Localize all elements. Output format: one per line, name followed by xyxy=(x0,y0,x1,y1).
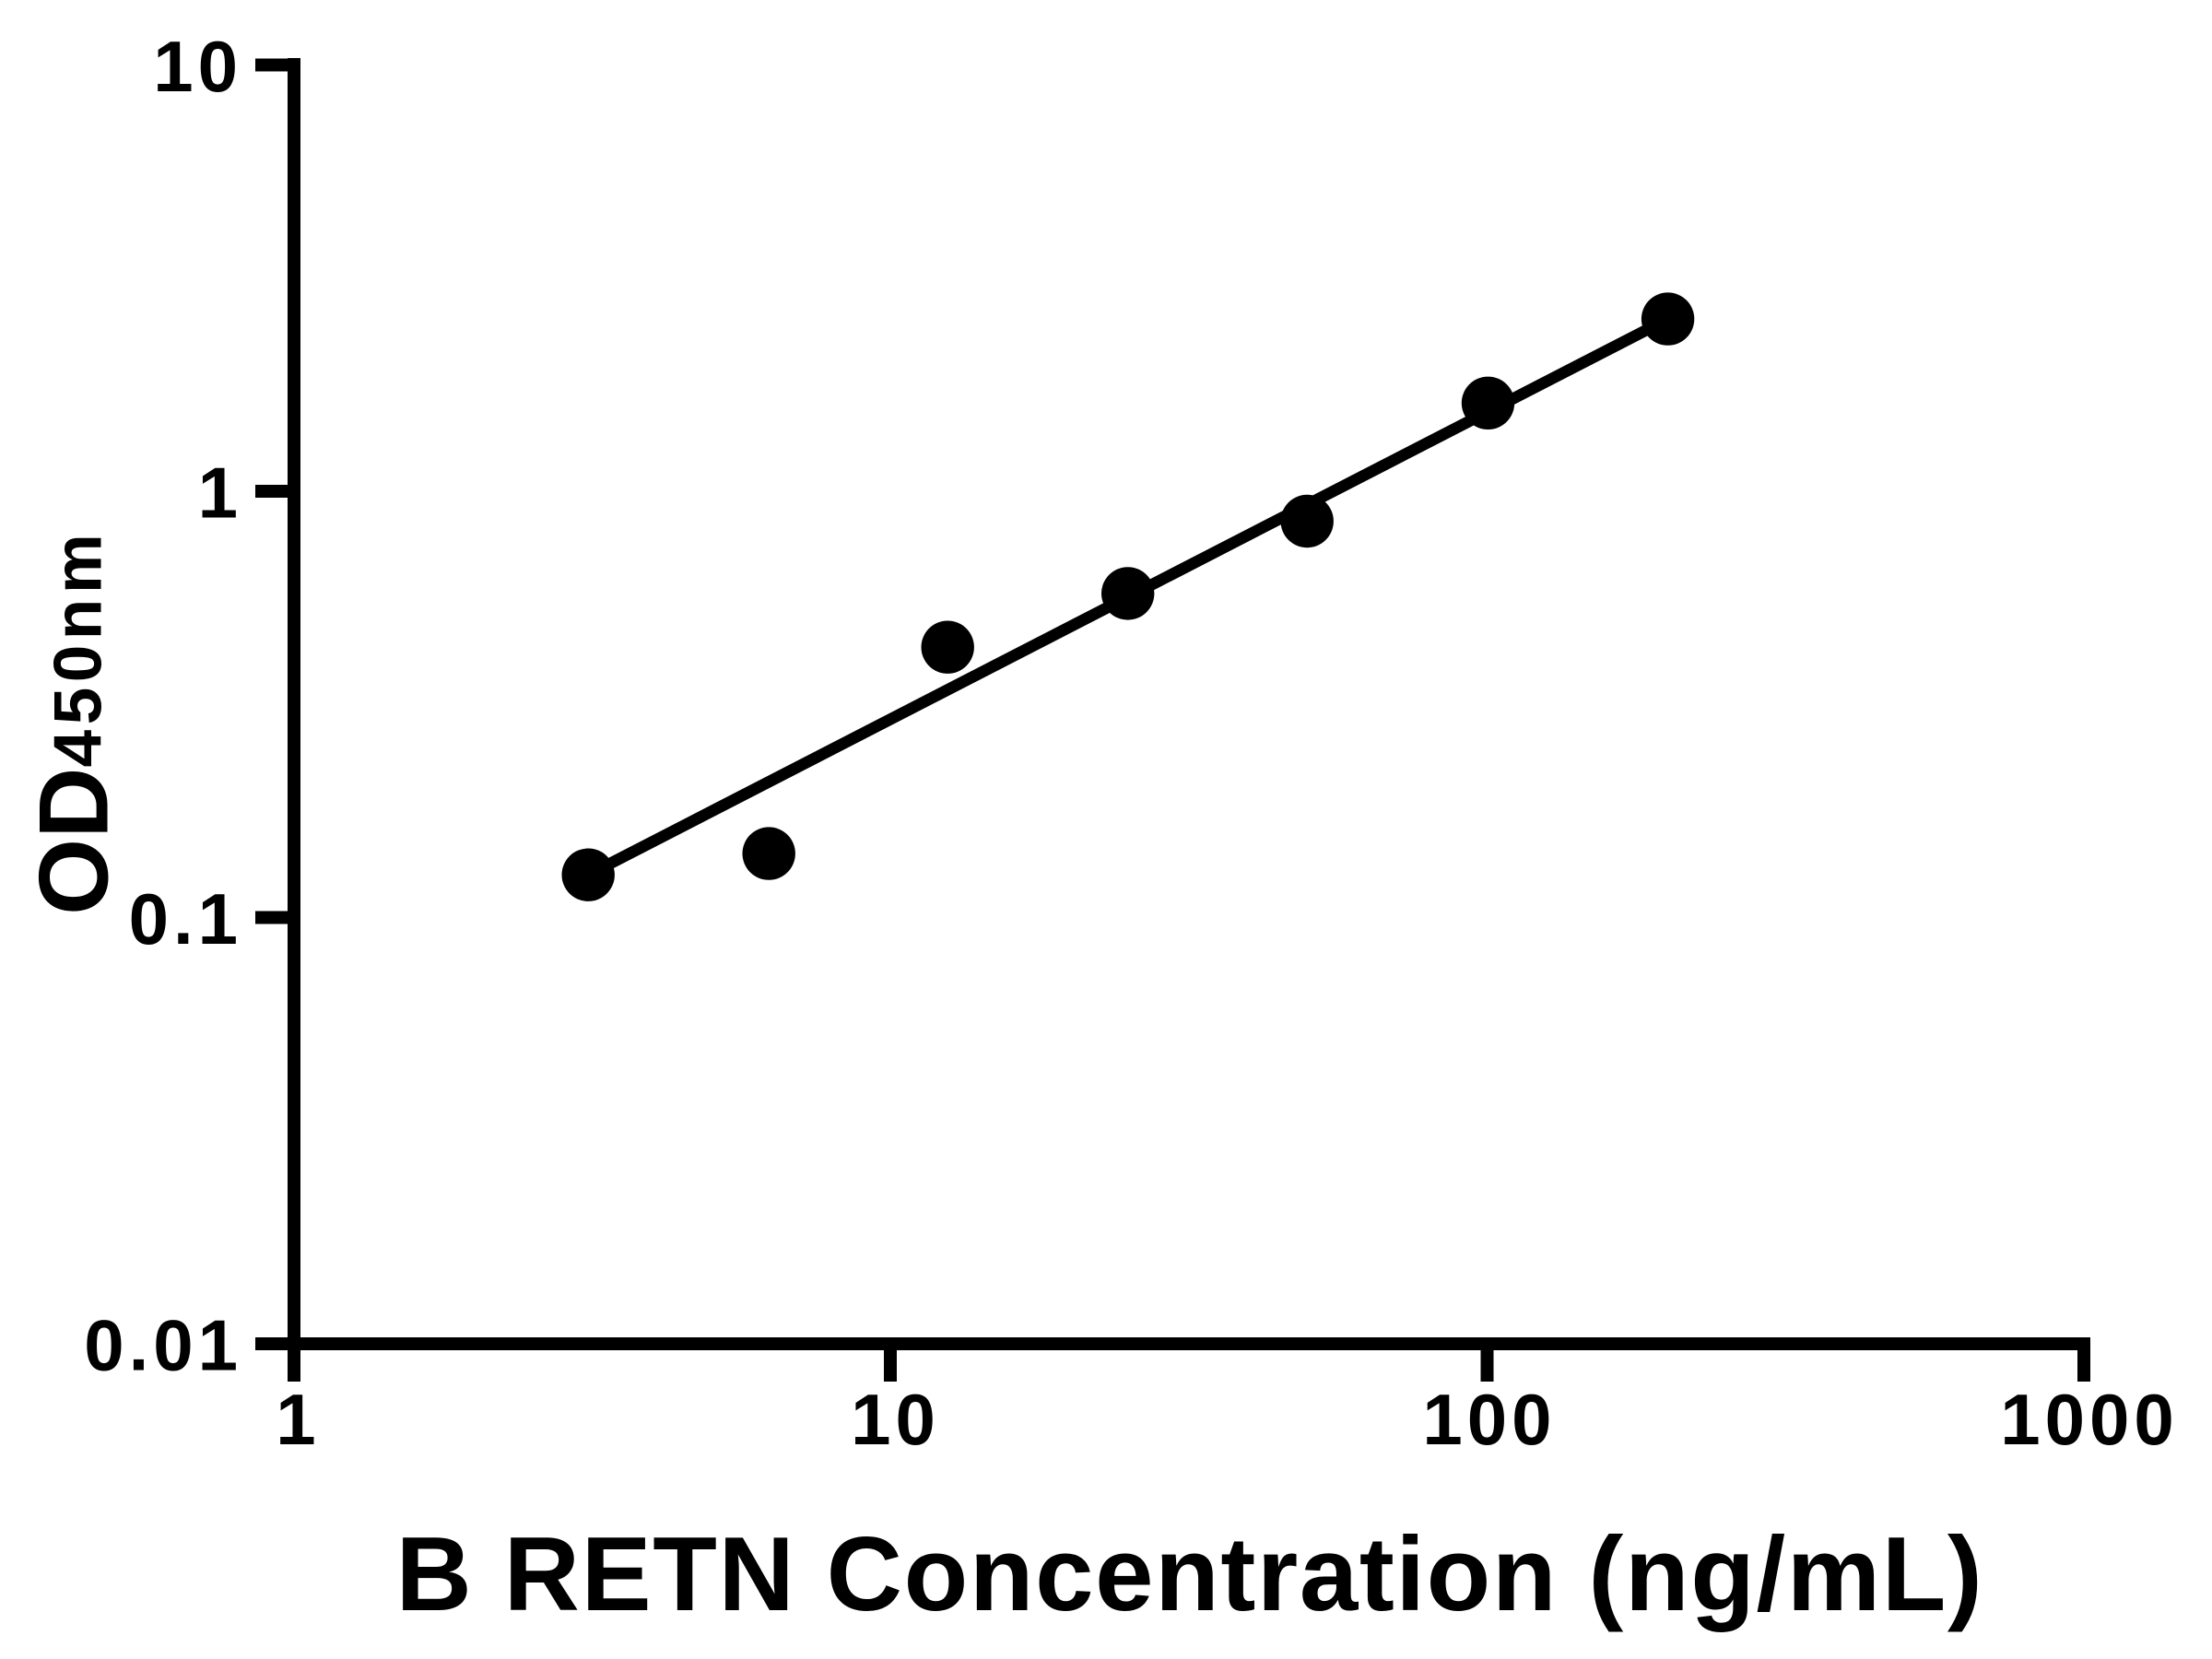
svg-text:1: 1 xyxy=(276,1379,320,1460)
svg-text:0.1: 0.1 xyxy=(129,878,242,959)
svg-text:1000: 1000 xyxy=(2000,1379,2179,1460)
svg-text:10: 10 xyxy=(153,26,242,107)
svg-text:B RETN Concentration (ng/mL): B RETN Concentration (ng/mL) xyxy=(395,1516,1983,1633)
svg-text:100: 100 xyxy=(1422,1379,1556,1460)
svg-text:1: 1 xyxy=(198,453,242,534)
svg-text:10: 10 xyxy=(851,1379,940,1460)
svg-text:0.01: 0.01 xyxy=(84,1305,242,1386)
